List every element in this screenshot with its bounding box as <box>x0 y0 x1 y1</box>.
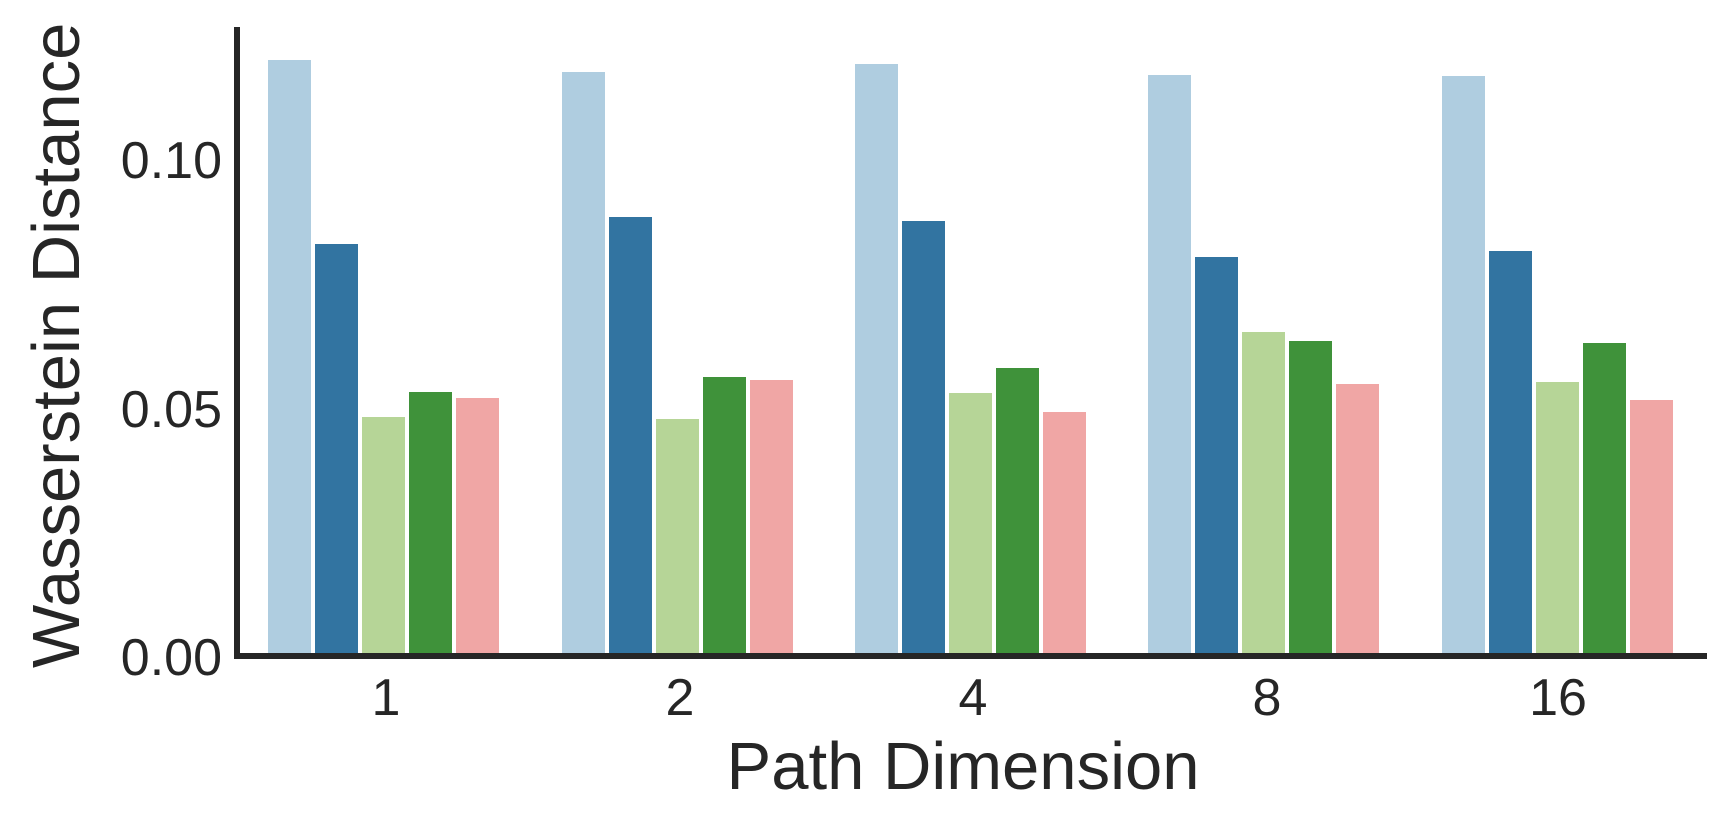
bar-series-4-8 <box>1289 340 1332 656</box>
bar-series-5-1 <box>456 398 499 656</box>
bar-series-5-16 <box>1630 400 1673 656</box>
y-tick-label: 0.05 <box>120 381 222 439</box>
x-tick-label: 8 <box>1252 669 1282 727</box>
bar-series-2-1 <box>315 244 358 656</box>
x-tick-label: 16 <box>1529 669 1587 727</box>
x-tick-label: 1 <box>371 669 401 727</box>
bar-series-2-16 <box>1489 251 1532 656</box>
y-axis-title: Wasserstein Distance <box>19 22 94 668</box>
x-tick-label: 4 <box>958 669 988 727</box>
bar-series-1-4 <box>855 63 898 656</box>
bar-series-2-4 <box>902 221 945 656</box>
bar-series-3-8 <box>1242 331 1285 656</box>
bar-series-4-1 <box>409 392 452 656</box>
bar-series-1-16 <box>1442 75 1485 656</box>
bar-series-3-1 <box>362 416 405 656</box>
bar-series-5-4 <box>1043 411 1086 656</box>
y-tick-label: 0.10 <box>120 132 222 190</box>
bar-series-2-2 <box>609 216 652 656</box>
bar-series-3-2 <box>656 418 699 656</box>
y-axis-line <box>234 27 240 659</box>
x-tick-label: 2 <box>665 669 695 727</box>
bar-series-5-2 <box>750 380 793 656</box>
x-axis-line <box>234 653 1707 659</box>
bar-series-1-8 <box>1148 74 1191 656</box>
bar-series-1-2 <box>562 71 605 656</box>
bar-series-3-4 <box>949 393 992 656</box>
x-axis-title: Path Dimension <box>726 729 1200 804</box>
bar-series-5-8 <box>1336 384 1379 656</box>
bar-series-1-1 <box>268 59 311 656</box>
bar-series-4-2 <box>703 377 746 656</box>
bar-series-4-16 <box>1583 342 1626 656</box>
y-tick-label: 0.00 <box>120 629 222 687</box>
bar-series-3-16 <box>1536 382 1579 656</box>
bar-series-2-8 <box>1195 257 1238 656</box>
bar-series-4-4 <box>996 368 1039 656</box>
